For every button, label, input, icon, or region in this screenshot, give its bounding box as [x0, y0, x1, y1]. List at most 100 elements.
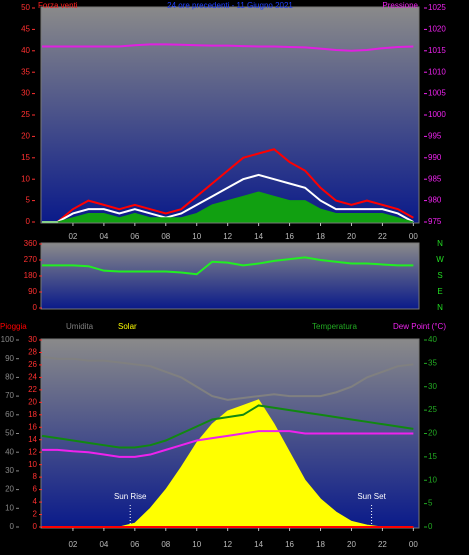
y-tick-label: 90 — [28, 287, 37, 296]
y-tick-label: 30 — [28, 335, 37, 344]
compass-label: E — [437, 287, 442, 296]
y-tick-label: 24 — [28, 373, 37, 382]
y-axis-label: Forza venti — [38, 1, 78, 10]
y-tick-label: 100 — [1, 335, 15, 344]
y-tick-label: 15 — [21, 153, 30, 162]
y-tick-label: 2 — [33, 510, 38, 519]
legend-label: Solar — [118, 322, 137, 331]
y-tick-label: 20 — [5, 485, 14, 494]
y-tick-label: 1015 — [428, 46, 446, 55]
x-tick-label: 00 — [409, 540, 418, 549]
y-tick-label: 0 — [10, 522, 15, 531]
x-tick-label: 08 — [161, 540, 170, 549]
y-tick-label: 1000 — [428, 110, 446, 119]
y-tick-label: 40 — [428, 335, 437, 344]
series-line — [42, 256, 414, 276]
y-tick-label: 12 — [28, 447, 37, 456]
y2-axis-label: Pressione — [382, 1, 418, 10]
series-line — [42, 43, 414, 52]
x-tick-label: 06 — [130, 232, 139, 241]
y-tick-label: 50 — [21, 3, 30, 12]
x-tick-label: 22 — [378, 540, 387, 549]
series-line — [42, 173, 414, 223]
y-tick-label: 20 — [28, 397, 37, 406]
y-tick-label: 14 — [28, 435, 37, 444]
x-tick-label: 20 — [347, 232, 356, 241]
compass-label: N — [437, 303, 443, 312]
y-tick-label: 20 — [21, 132, 30, 141]
y-tick-label: 6 — [33, 485, 38, 494]
y-tick-label: 20 — [428, 429, 437, 438]
y-tick-label: 5 — [428, 499, 433, 508]
plot-area — [40, 242, 420, 310]
y-tick-label: 25 — [428, 405, 437, 414]
annotation: Sun Rise — [114, 492, 147, 501]
series-area — [42, 191, 414, 223]
x-tick-label: 20 — [347, 540, 356, 549]
y-tick-label: 975 — [428, 217, 442, 226]
series-line — [42, 148, 414, 223]
y-tick-label: 60 — [5, 410, 14, 419]
y-tick-label: 28 — [28, 348, 37, 357]
x-tick-label: 18 — [316, 232, 325, 241]
y-tick-label: 90 — [5, 354, 14, 363]
x-tick-label: 10 — [192, 540, 201, 549]
x-tick-label: 08 — [161, 232, 170, 241]
x-tick-label: 02 — [68, 232, 77, 241]
y-tick-label: 10 — [28, 460, 37, 469]
y-tick-label: 30 — [21, 89, 30, 98]
y-tick-label: 270 — [24, 255, 38, 264]
x-tick-label: 04 — [99, 540, 108, 549]
x-tick-label: 02 — [68, 540, 77, 549]
y-tick-label: 35 — [21, 67, 30, 76]
y-tick-label: 8 — [33, 472, 38, 481]
x-tick-label: 22 — [378, 232, 387, 241]
y-tick-label: 180 — [24, 271, 38, 280]
y-tick-label: 50 — [5, 429, 14, 438]
x-tick-label: 18 — [316, 540, 325, 549]
legend-label: Dew Point (°C) — [393, 322, 446, 331]
y-tick-label: 70 — [5, 391, 14, 400]
y-tick-label: 985 — [428, 174, 442, 183]
y-tick-label: 35 — [428, 358, 437, 367]
y-tick-label: 18 — [28, 410, 37, 419]
y-tick-label: 40 — [5, 447, 14, 456]
x-tick-label: 12 — [223, 232, 232, 241]
chart-title: 24 ore precedenti - 11 Giugno 2021 — [167, 1, 293, 10]
plot-area — [40, 6, 420, 224]
y-tick-label: 0 — [33, 522, 38, 531]
y-tick-label: 0 — [33, 303, 38, 312]
y-tick-label: 4 — [33, 497, 38, 506]
compass-label: N — [437, 239, 443, 248]
y-tick-label: 1020 — [428, 25, 446, 34]
x-tick-label: 14 — [254, 232, 263, 241]
y-tick-label: 10 — [428, 475, 437, 484]
y-tick-label: 30 — [428, 382, 437, 391]
x-tick-label: 10 — [192, 232, 201, 241]
legend-label: Pioggia — [0, 322, 27, 331]
y-tick-label: 1025 — [428, 3, 446, 12]
y-tick-label: 0 — [428, 522, 433, 531]
compass-label: S — [437, 271, 442, 280]
y-tick-label: 45 — [21, 25, 30, 34]
annotation: Sun Set — [357, 492, 386, 501]
y-tick-label: 360 — [24, 239, 38, 248]
y-tick-label: 16 — [28, 422, 37, 431]
y-tick-label: 15 — [428, 452, 437, 461]
y-tick-label: 22 — [28, 385, 37, 394]
y-tick-label: 26 — [28, 360, 37, 369]
compass-label: W — [436, 255, 444, 264]
series-line — [41, 404, 414, 449]
y-tick-label: 1005 — [428, 89, 446, 98]
y-tick-label: 5 — [26, 196, 31, 205]
y-tick-label: 40 — [21, 46, 30, 55]
y-tick-label: 10 — [21, 174, 30, 183]
y-tick-label: 30 — [5, 466, 14, 475]
y-tick-label: 980 — [428, 196, 442, 205]
x-tick-label: 00 — [409, 232, 418, 241]
y-tick-label: 25 — [21, 110, 30, 119]
series-line — [42, 430, 414, 458]
y-tick-label: 995 — [428, 132, 442, 141]
y-tick-label: 10 — [5, 503, 14, 512]
x-tick-label: 14 — [254, 540, 263, 549]
